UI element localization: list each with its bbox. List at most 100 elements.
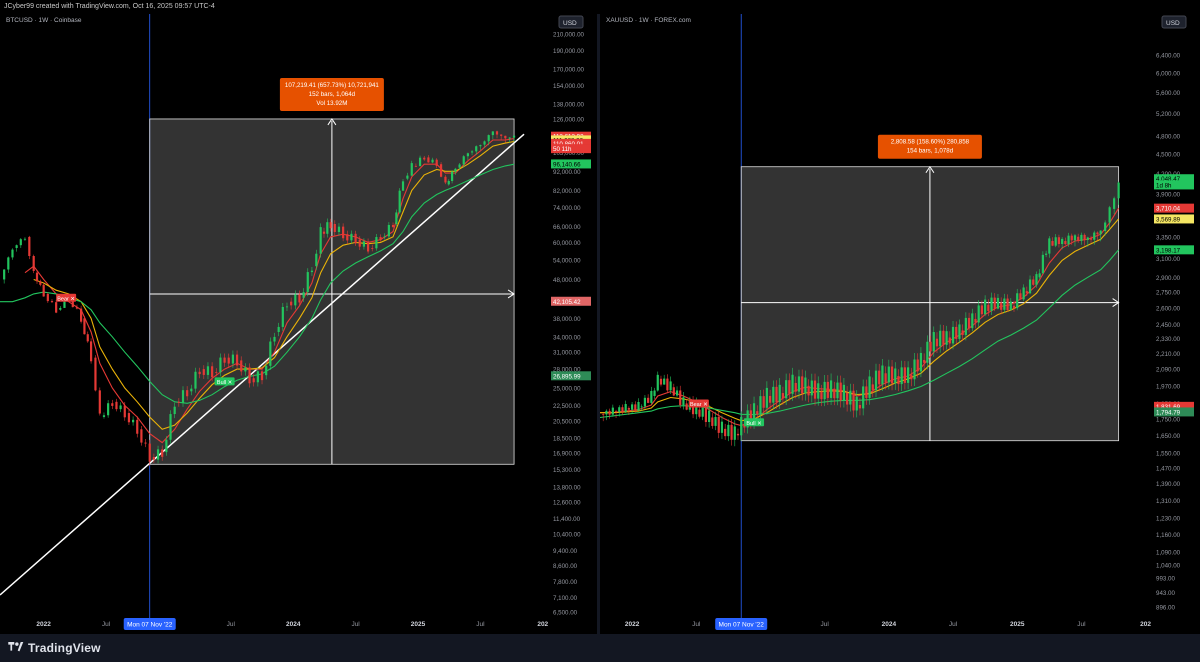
c0-y-tick: 10,400.00 [553,531,581,538]
c0-candle-body [483,141,486,145]
c1-measure-label-box [877,134,982,159]
c1-candle-body [720,421,724,433]
c0-candle-body [219,357,222,373]
footer-bar: TradingView [0,634,1200,662]
c1-price-label: 1d 8h [1156,182,1172,189]
c0-y-tick: 82,000.00 [553,188,581,195]
c1-candle-body [727,424,730,437]
c0-candle-body [119,405,122,410]
c0-candle-body [447,180,450,185]
c0-signal-label: Bull ✕ [217,380,233,386]
c1-candle-body [630,404,634,410]
c0-price-label-bg [551,371,591,381]
c0-y-tick: 154,000.00 [553,83,585,90]
c1-candle-body [871,384,874,391]
c0-candle-body [500,134,503,136]
c1-candle-body [695,403,698,415]
c1-candle-body [926,341,929,363]
c0-candle-body [362,241,366,247]
c1-signal-badge [688,399,709,408]
c1-candle-body [897,376,900,385]
c1-y-tick: 5,600.00 [1156,90,1181,97]
c1-date-marker-label: Mon 07 Nov '22 [719,622,765,629]
c0-candle-body [504,135,507,139]
c0-y-tick: 15,300.00 [553,467,581,474]
c0-candle-body [277,326,280,332]
c0-y-tick: 22,500.00 [553,403,581,410]
c1-y-tick: 3,350.00 [1156,234,1181,241]
btc-chart-pane[interactable]: BTCUSD · 1W · Coinbase USD 210,000.00 190,0… [0,14,597,634]
c0-candle-body [169,414,172,440]
c1-candle-body [1003,298,1006,310]
c1-y-tick: 2,750.00 [1156,290,1181,297]
c1-price-label-bg [1154,407,1194,417]
c0-price-label: 50 11h [553,146,572,153]
c0-candle-body [337,226,341,232]
gold-chart[interactable]: XAUUSD · 1W · FOREX.com USD 6,400.00 6,000.… [600,14,1200,634]
c0-measure-label-box [279,77,384,111]
c0-candle-body [55,302,58,313]
c0-candle-body [202,369,205,375]
c0-candle-body [350,233,353,241]
c0-candle-body [50,301,54,303]
c0-candle-body [273,336,276,342]
c0-candle-body [444,176,447,183]
c0-price-label-bg [551,144,591,154]
c0-candle-body [414,165,418,167]
c0-candle-body [231,354,235,364]
c0-signal-label: Bear ✕ [57,296,75,302]
c1-candle-body [980,305,984,315]
c1-candle-body [772,386,775,403]
c1-candle-body [794,382,797,392]
c1-candle-body [842,384,846,401]
c0-candle-body [240,360,243,372]
c1-candle-body [1093,232,1096,240]
c0-y-tick: 31,000.00 [553,350,581,357]
c0-candle-body [59,307,62,310]
c1-candle-body [624,404,627,413]
c0-date-marker-label: Mon 07 Nov '22 [127,622,173,629]
c0-candle-body [131,419,135,423]
c0-currency-label: USD [563,20,577,27]
c1-price-label: 1,831.69 [1156,404,1181,411]
c0-candle-body [111,403,114,406]
c1-candle-body [1096,232,1099,235]
c0-measure-label-line: 152 bars, 1,064d [309,91,356,98]
c1-candle-body [669,381,672,391]
c0-candle-body [156,449,160,460]
c0-y-tick: 48,000.00 [553,277,581,284]
c0-candle-body [450,171,454,181]
chart-credit: JCyber99 created with TradingView.com, O… [4,3,215,10]
c1-x-tick: Jul [692,621,701,628]
c0-candle-body [427,157,430,163]
c1-candle-body [634,404,637,411]
c1-candle-body [932,332,935,352]
c1-candle-body [701,407,704,417]
c1-y-tick: 1,160.00 [1156,532,1181,539]
c1-price-label: 1,794.79 [1156,409,1181,416]
btc-chart[interactable]: BTCUSD · 1W · Coinbase USD 210,000.00 190,0… [0,14,597,634]
c0-candle-body [495,131,499,135]
c1-x-tick: 202 [1140,621,1151,628]
c0-signal-badge [56,293,77,302]
c1-candle-body [608,410,611,415]
c1-candle-body [939,330,942,347]
c0-candle-body [19,239,22,246]
c0-candle-body [342,226,345,239]
c0-candle-body [223,357,226,363]
c1-candle-body [804,377,807,394]
c0-candle-body [190,388,193,392]
c0-candle-body [206,366,210,375]
c1-price-label-bg [1154,174,1194,184]
c1-candle-body [881,365,884,385]
tradingview-logo[interactable]: TradingView [8,640,101,656]
c0-y-tick: 60,000.00 [553,240,581,247]
c0-candle-body [198,371,201,375]
c0-candle-body [23,238,27,240]
c1-candle-body [768,395,772,403]
c0-candle-body [410,163,413,176]
pane-divider[interactable] [597,14,600,634]
c0-y-tick: 7,800.00 [553,579,578,586]
gold-chart-pane[interactable]: XAUUSD · 1W · FOREX.com USD 6,400.00 6,000.… [600,14,1200,634]
c1-candle-body [1117,182,1120,199]
